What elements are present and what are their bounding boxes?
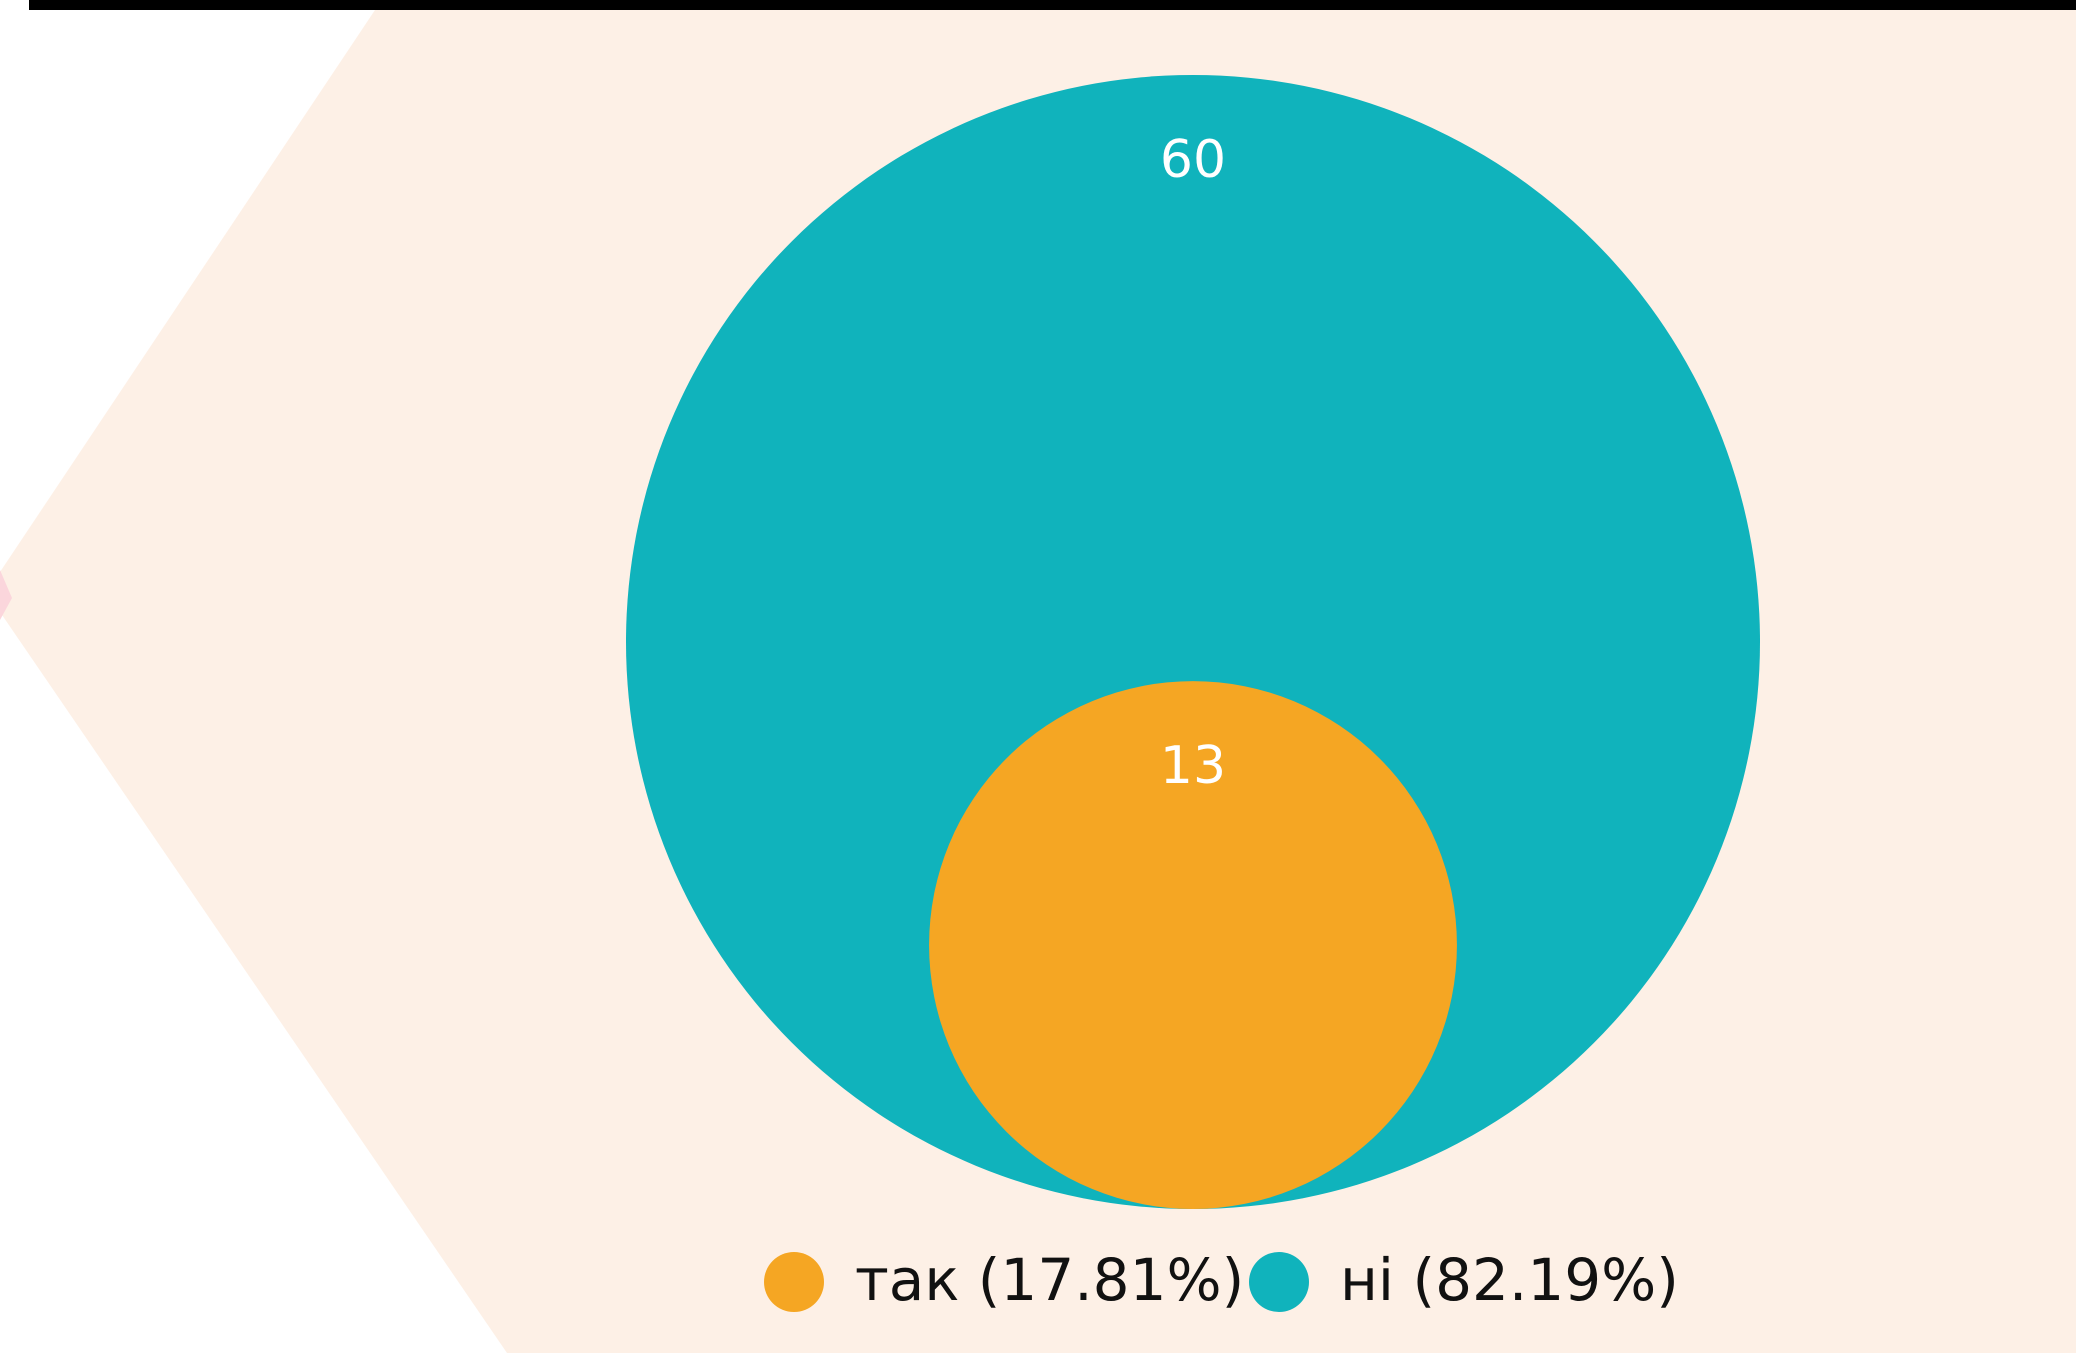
value-label: 13 (1160, 736, 1226, 796)
top-bar (29, 0, 2076, 10)
circle (626, 75, 1760, 1209)
legend-label: ні (82.19%) (1340, 1246, 1679, 1314)
legend-label: так (17.81%) (855, 1246, 1244, 1314)
legend-marker (1249, 1252, 1309, 1312)
legend-marker (764, 1252, 824, 1312)
background-accent (0, 570, 12, 620)
value-label: 60 (1160, 130, 1226, 190)
circle (929, 681, 1457, 1209)
